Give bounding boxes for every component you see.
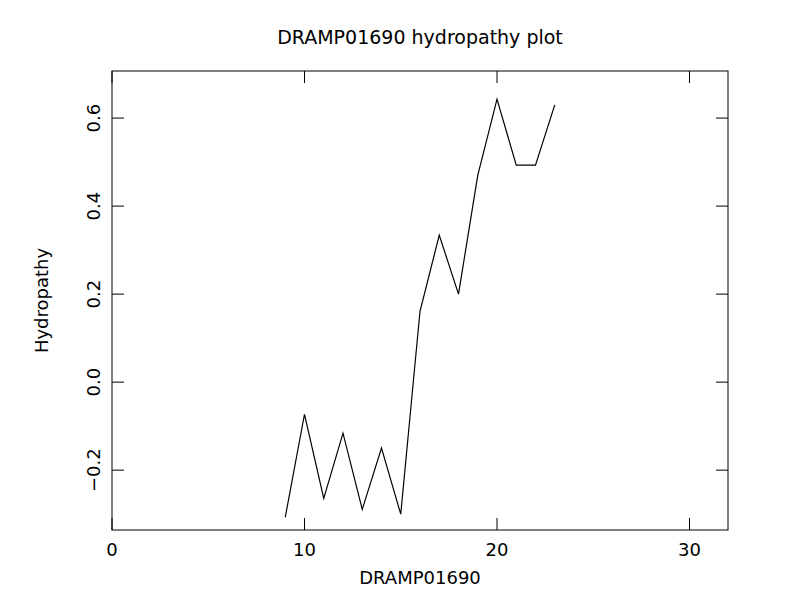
y-tick-label: 0.2 [83,280,104,309]
chart: DRAMP01690 hydropathy plot DRAMP01690 Hydr… [0,0,800,600]
x-tick [689,518,690,530]
x-tick [497,518,498,530]
plot-area [285,99,555,517]
background [0,0,800,600]
x-label: DRAMP01690 [359,567,481,588]
x-tick-label: 30 [678,539,701,560]
y-tick [716,206,728,207]
x-tick [304,71,305,83]
y-tick [112,206,124,207]
y-tick [716,382,728,383]
y-label: Hydropathy [31,248,52,354]
x-tick-label: 0 [106,539,117,560]
y-tick [112,382,124,383]
y-tick-label: −0.2 [83,448,104,492]
x-tick-label: 20 [486,539,509,560]
x-tick [304,518,305,530]
x-tick-label: 10 [293,539,316,560]
series-line [285,99,555,517]
x-tick [497,71,498,83]
y-tick [112,294,124,295]
y-tick [716,470,728,471]
y-tick-label: 0.0 [83,368,104,397]
x-tick [689,71,690,83]
y-tick [716,294,728,295]
y-tick-label: 0.4 [83,192,104,221]
y-tick [112,118,124,119]
y-tick [112,470,124,471]
y-tick [716,118,728,119]
y-tick-label: 0.6 [83,104,104,133]
title: DRAMP01690 hydropathy plot [277,26,563,48]
plot-frame [112,71,728,530]
